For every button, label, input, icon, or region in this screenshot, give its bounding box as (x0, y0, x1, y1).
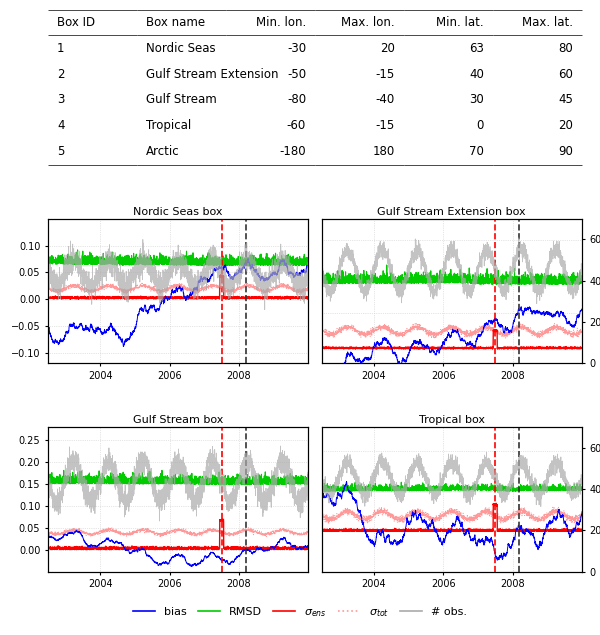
Legend: bias, RMSD, $\sigma_{ens}$, $\sigma_{tot}$, # obs.: bias, RMSD, $\sigma_{ens}$, $\sigma_{tot… (128, 603, 472, 623)
Title: Gulf Stream Extension box: Gulf Stream Extension box (377, 206, 526, 217)
Title: Gulf Stream box: Gulf Stream box (133, 415, 223, 425)
Title: Nordic Seas box: Nordic Seas box (133, 206, 223, 217)
Title: Tropical box: Tropical box (419, 415, 485, 425)
